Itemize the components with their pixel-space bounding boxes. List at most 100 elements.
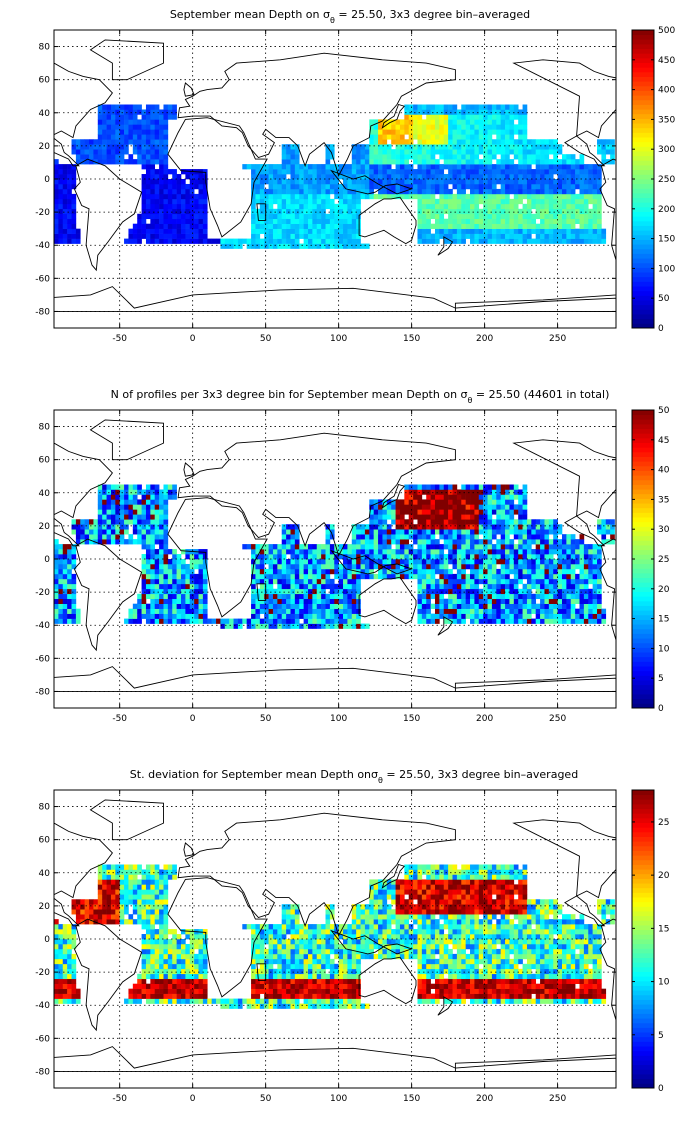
heatmap-cell — [500, 164, 506, 170]
heatmap-cell — [544, 568, 550, 575]
heatmap-cell — [268, 213, 274, 220]
heatmap-cell — [483, 203, 488, 210]
heatmap-cell — [80, 529, 85, 535]
heatmap-cell — [561, 588, 567, 595]
heatmap-cell — [145, 119, 151, 125]
heatmap-cell — [513, 549, 519, 555]
colorbar-segment — [632, 267, 654, 273]
heatmap-cell — [500, 504, 506, 510]
heatmap-cell — [154, 174, 160, 180]
x-tick-label: 200 — [476, 714, 493, 724]
heatmap-cell — [452, 588, 458, 595]
heatmap-cell — [518, 134, 523, 140]
heatmap-cell — [62, 983, 68, 989]
colorbar-segment — [632, 155, 654, 161]
heatmap-cell — [583, 164, 589, 170]
heatmap-cell — [347, 179, 353, 185]
heatmap-cell — [408, 149, 414, 155]
heatmap-cell — [167, 578, 173, 585]
heatmap-cell — [154, 223, 160, 229]
heatmap-cell — [426, 193, 431, 200]
heatmap-cell — [356, 613, 361, 619]
heatmap-cell — [575, 544, 580, 550]
heatmap-cell — [351, 549, 357, 555]
heatmap-cell — [408, 554, 414, 560]
heatmap-cell — [369, 144, 374, 150]
heatmap-cell — [439, 568, 445, 575]
heatmap-cell — [518, 588, 523, 595]
heatmap-cell — [145, 559, 151, 565]
heatmap-cell — [80, 909, 85, 915]
heatmap-cell — [176, 568, 182, 575]
heatmap-cell — [522, 563, 528, 570]
heatmap-cell — [491, 598, 497, 604]
heatmap-cell — [294, 169, 300, 175]
heatmap-cell — [303, 598, 309, 604]
heatmap-cell — [470, 223, 475, 229]
heatmap-cell — [294, 554, 300, 560]
heatmap-cell — [154, 549, 160, 555]
heatmap-cell — [448, 593, 453, 600]
heatmap-cell — [106, 529, 112, 535]
heatmap-cell — [413, 529, 418, 535]
heatmap-cell — [465, 514, 471, 520]
heatmap-cell — [417, 563, 423, 570]
heatmap-cell — [505, 544, 510, 550]
heatmap-cell — [461, 519, 466, 525]
heatmap-cell — [303, 193, 309, 200]
heatmap-cell — [500, 524, 506, 530]
colorbar-segment — [632, 633, 654, 639]
heatmap-cell — [496, 519, 501, 525]
heatmap-cell — [255, 228, 261, 234]
heatmap-cell — [382, 563, 388, 570]
heatmap-cell — [194, 198, 199, 205]
heatmap-cell — [434, 159, 440, 165]
colorbar-tick-label: 150 — [658, 235, 675, 245]
heatmap-cell — [373, 193, 379, 200]
heatmap-cell — [518, 228, 523, 234]
heatmap-cell — [474, 188, 480, 195]
heatmap-cell — [570, 568, 576, 575]
heatmap-cell — [491, 223, 497, 229]
heatmap-cell — [102, 149, 107, 155]
heatmap-cell — [145, 583, 151, 590]
heatmap-cell — [448, 193, 453, 200]
heatmap-cell — [255, 568, 261, 575]
heatmap-cell — [505, 114, 510, 120]
heatmap-cell — [185, 183, 191, 190]
heatmap-cell — [417, 198, 423, 205]
heatmap-cell — [430, 164, 436, 170]
heatmap-cell — [500, 188, 506, 195]
heatmap-cell — [505, 218, 510, 224]
heatmap-cell — [443, 529, 449, 535]
colorbar-segment — [632, 614, 654, 620]
heatmap-cell — [561, 159, 567, 165]
heatmap-cell — [334, 608, 339, 614]
heatmap-cell — [124, 159, 129, 165]
heatmap-cell — [575, 198, 580, 205]
heatmap-cell — [439, 549, 445, 555]
heatmap-cell — [119, 909, 125, 915]
heatmap-cell — [154, 613, 160, 619]
heatmap-cell — [570, 183, 576, 190]
heatmap-cell — [102, 144, 107, 150]
heatmap-cell — [128, 608, 134, 614]
heatmap-cell — [71, 978, 77, 984]
heatmap-cell — [570, 228, 576, 234]
heatmap-cell — [307, 218, 313, 224]
heatmap-cell — [509, 119, 515, 125]
heatmap-cell — [540, 174, 545, 180]
heatmap-cell — [518, 499, 523, 505]
heatmap-cell — [110, 919, 116, 925]
heatmap-cell — [575, 618, 580, 624]
heatmap-cell — [426, 213, 431, 220]
heatmap-cell — [351, 243, 357, 249]
heatmap-cell — [145, 549, 151, 555]
heatmap-cell — [487, 484, 493, 490]
heatmap-cell — [255, 164, 261, 170]
heatmap-cell — [518, 188, 523, 195]
heatmap-cell — [474, 583, 480, 590]
heatmap-cell — [145, 193, 151, 200]
heatmap-cell — [548, 603, 554, 609]
heatmap-cell — [610, 144, 615, 150]
